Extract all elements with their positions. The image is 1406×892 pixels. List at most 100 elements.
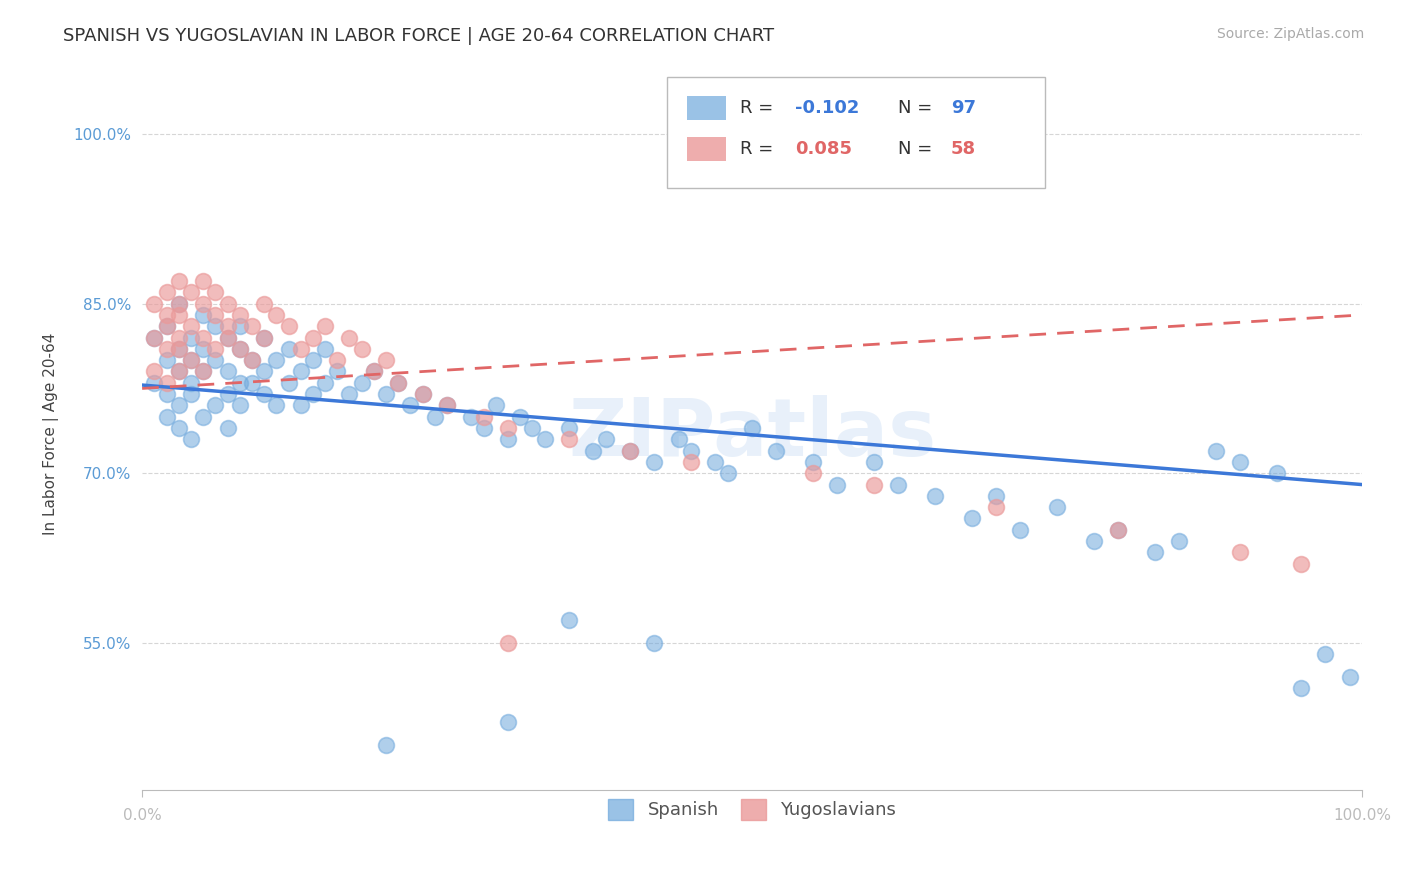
Point [1289, 681, 1312, 695]
Point [412, 387, 434, 401]
Text: SPANISH VS YUGOSLAVIAN IN LABOR FORCE | AGE 20-64 CORRELATION CHART: SPANISH VS YUGOSLAVIAN IN LABOR FORCE | … [63, 27, 775, 45]
Point [191, 274, 214, 288]
Point [228, 308, 250, 322]
Point [155, 353, 177, 368]
Point [472, 409, 495, 424]
Text: -0.102: -0.102 [794, 99, 859, 117]
Point [485, 398, 508, 412]
Point [204, 398, 226, 412]
Point [436, 398, 458, 412]
Point [1107, 523, 1129, 537]
Point [363, 364, 385, 378]
Text: 97: 97 [950, 99, 976, 117]
Point [167, 330, 190, 344]
Point [253, 364, 276, 378]
Point [375, 738, 398, 752]
Point [887, 477, 910, 491]
Point [204, 353, 226, 368]
Point [302, 330, 325, 344]
Legend: Spanish, Yugoslavians: Spanish, Yugoslavians [593, 785, 911, 834]
Text: Source: ZipAtlas.com: Source: ZipAtlas.com [1216, 27, 1364, 41]
Point [314, 319, 336, 334]
Point [1083, 534, 1105, 549]
Point [399, 398, 422, 412]
FancyBboxPatch shape [666, 78, 1045, 188]
Point [167, 274, 190, 288]
Point [375, 387, 398, 401]
Point [1107, 523, 1129, 537]
Point [302, 353, 325, 368]
Point [217, 330, 239, 344]
Point [1229, 545, 1251, 559]
Point [253, 387, 276, 401]
Point [801, 455, 824, 469]
Point [412, 387, 434, 401]
Point [228, 342, 250, 356]
Point [290, 364, 312, 378]
Point [984, 489, 1007, 503]
Point [180, 353, 202, 368]
Point [228, 342, 250, 356]
Point [277, 319, 299, 334]
Point [314, 376, 336, 390]
Y-axis label: In Labor Force | Age 20-64: In Labor Force | Age 20-64 [44, 333, 59, 535]
Point [472, 421, 495, 435]
Point [143, 296, 166, 310]
Point [167, 342, 190, 356]
Point [496, 433, 519, 447]
Point [240, 353, 263, 368]
Point [326, 353, 349, 368]
Point [717, 467, 740, 481]
Point [704, 455, 727, 469]
Point [204, 319, 226, 334]
Point [436, 398, 458, 412]
Text: 0.085: 0.085 [794, 140, 852, 158]
Point [314, 342, 336, 356]
Point [143, 376, 166, 390]
Point [266, 308, 288, 322]
Point [143, 330, 166, 344]
Point [290, 398, 312, 412]
Point [350, 376, 373, 390]
Point [155, 376, 177, 390]
Point [387, 376, 409, 390]
Point [253, 330, 276, 344]
Point [167, 364, 190, 378]
Point [204, 342, 226, 356]
Point [1143, 545, 1166, 559]
Text: R =: R = [740, 140, 773, 158]
Point [533, 433, 555, 447]
Point [228, 398, 250, 412]
Text: ZIPatlas: ZIPatlas [568, 394, 936, 473]
Point [558, 421, 581, 435]
Point [180, 319, 202, 334]
Point [240, 376, 263, 390]
Point [290, 342, 312, 356]
Point [765, 443, 787, 458]
Point [191, 364, 214, 378]
FancyBboxPatch shape [688, 96, 727, 120]
Point [217, 364, 239, 378]
Point [240, 319, 263, 334]
Text: 58: 58 [950, 140, 976, 158]
Point [167, 398, 190, 412]
Point [228, 376, 250, 390]
Point [217, 330, 239, 344]
Point [277, 342, 299, 356]
Point [1265, 467, 1288, 481]
Point [496, 636, 519, 650]
Point [180, 330, 202, 344]
Point [827, 477, 849, 491]
Point [326, 364, 349, 378]
Point [1010, 523, 1032, 537]
Point [180, 376, 202, 390]
Point [375, 353, 398, 368]
Point [266, 398, 288, 412]
Point [167, 364, 190, 378]
Point [155, 387, 177, 401]
Point [1168, 534, 1191, 549]
Point [155, 319, 177, 334]
Point [387, 376, 409, 390]
Point [191, 330, 214, 344]
Point [143, 330, 166, 344]
